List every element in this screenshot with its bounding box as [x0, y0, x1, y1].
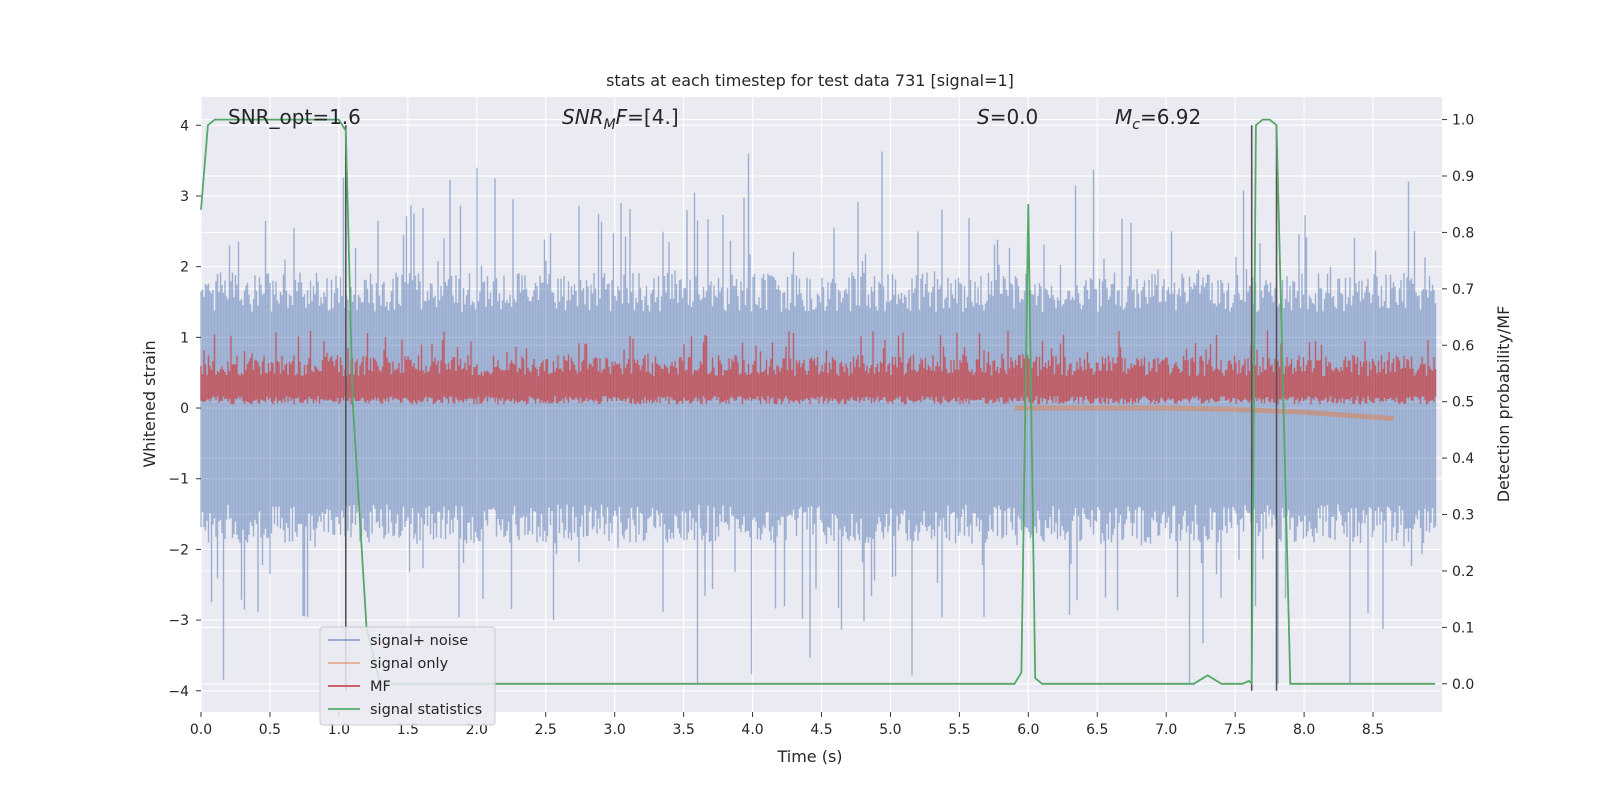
x-tick-label: 2.5 [535, 722, 557, 738]
annotation-snr-mf-val: =[4.] [627, 105, 678, 129]
y2-tick-label: 0.9 [1452, 169, 1474, 185]
x-axis-label: Time (s) [776, 747, 842, 766]
y-axis-right-ticks: 1.0 0.9 0.8 0.7 0.6 0.5 0.4 0.3 0.2 0.1 0.0 [1442, 113, 1474, 693]
legend: signal+ noise signal only MF signal stat… [319, 626, 496, 726]
y2-tick-label: 0.4 [1452, 451, 1474, 467]
x-tick-label: 5.5 [948, 722, 970, 738]
y2-tick-label: 1.0 [1452, 113, 1474, 129]
annotation-snr-mf-sub: M [604, 117, 616, 133]
y2-tick-label: 0.2 [1452, 564, 1474, 580]
x-tick-label: 2.0 [466, 722, 488, 738]
legend-label-mf: MF [370, 679, 391, 695]
series-signal-statistics [200, 118, 1436, 687]
legend-label-signal-noise: signal+ noise [370, 633, 468, 649]
x-tick-label: 7.5 [1224, 722, 1246, 738]
y-tick-label: 3 [180, 189, 189, 205]
y-axis-right-label: Detection probability/MF [1494, 306, 1513, 503]
legend-box [319, 626, 496, 726]
annotation-snr-opt: SNR_opt=1.6 [228, 105, 361, 129]
y-tick-label: −2 [168, 542, 189, 558]
annotation-s: S=0.0 [977, 105, 1038, 129]
y2-tick-label: 0.3 [1452, 508, 1474, 524]
y-tick-label: −3 [168, 613, 189, 629]
y-tick-label: 2 [180, 260, 189, 276]
y-tick-label: −1 [168, 472, 189, 488]
y2-tick-label: 0.5 [1452, 395, 1474, 411]
y-tick-label: −4 [168, 684, 189, 700]
x-tick-label: 8.0 [1293, 722, 1315, 738]
x-tick-label: 3.0 [604, 722, 626, 738]
y2-tick-label: 0.8 [1452, 225, 1474, 241]
annotation-snr-mf-f: F [616, 105, 628, 129]
legend-label-signal-statistics: signal statistics [370, 702, 482, 718]
x-tick-label: 1.5 [397, 722, 419, 738]
legend-label-signal-only: signal only [370, 656, 449, 672]
x-tick-label: 1.0 [328, 722, 350, 738]
x-tick-label: 4.0 [741, 722, 763, 738]
y-axis-left-ticks: 4 3 2 1 0 −1 −2 −3 −4 [168, 118, 201, 700]
y-axis-label: Whitened strain [140, 340, 159, 467]
annotation-mc-math: M [1115, 105, 1132, 129]
y-tick-label: 4 [180, 118, 189, 134]
annotation-mc-val: =6.92 [1140, 105, 1201, 129]
y2-tick-label: 0.0 [1452, 677, 1474, 693]
x-tick-label: 6.0 [1017, 722, 1039, 738]
x-tick-label: 6.5 [1086, 722, 1108, 738]
x-tick-label: 8.5 [1362, 722, 1384, 738]
chart-title: stats at each timestep for test data 731… [606, 71, 1014, 90]
x-tick-label: 0.0 [190, 722, 212, 738]
y-tick-label: 0 [180, 401, 189, 417]
x-axis-ticks: 0.0 0.5 1.0 1.5 2.0 2.5 3.0 3.5 4.0 4.5 5.0 5.5 6.0 6… [190, 712, 1384, 738]
annotation-mc: Mc=6.92 [1115, 105, 1201, 133]
series-mf [200, 330, 1437, 405]
x-tick-label: 0.5 [259, 722, 281, 738]
x-tick-label: 7.0 [1155, 722, 1177, 738]
y2-tick-label: 0.1 [1452, 620, 1474, 636]
x-tick-label: 4.5 [810, 722, 832, 738]
annotation-mc-sub: c [1132, 117, 1140, 133]
x-tick-label: 3.5 [672, 722, 694, 738]
annotation-snr-mf: SNRMF=[4.] [562, 105, 679, 133]
mf-trace [200, 330, 1437, 405]
annotation-snr-mf-math: SNR [562, 105, 604, 129]
y2-tick-label: 0.7 [1452, 282, 1474, 298]
y-tick-label: 1 [180, 330, 189, 346]
annotation-s-val: =0.0 [990, 105, 1039, 129]
y2-tick-label: 0.6 [1452, 338, 1474, 354]
series-signal-only [1014, 405, 1394, 422]
x-tick-label: 5.0 [879, 722, 901, 738]
annotation-s-math: S [977, 105, 990, 129]
